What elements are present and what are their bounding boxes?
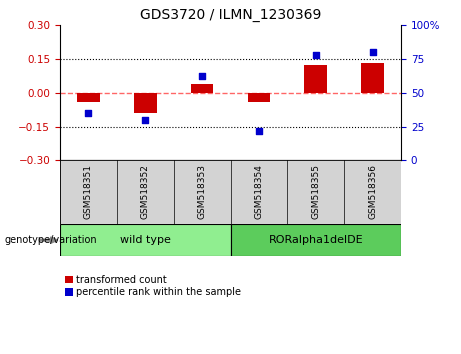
Text: GSM518351: GSM518351 bbox=[84, 164, 93, 219]
Point bbox=[312, 52, 319, 57]
Point bbox=[198, 74, 206, 79]
Bar bbox=[60, 224, 230, 256]
Bar bbox=[304, 65, 327, 93]
Text: GSM518356: GSM518356 bbox=[368, 164, 377, 219]
Bar bbox=[134, 93, 157, 113]
Text: GSM518352: GSM518352 bbox=[141, 164, 150, 218]
Title: GDS3720 / ILMN_1230369: GDS3720 / ILMN_1230369 bbox=[140, 8, 321, 22]
Bar bbox=[191, 84, 213, 93]
Bar bbox=[230, 224, 401, 256]
Point bbox=[369, 49, 376, 55]
Bar bbox=[77, 93, 100, 102]
Point bbox=[85, 110, 92, 116]
Text: RORalpha1delDE: RORalpha1delDE bbox=[268, 235, 363, 245]
Point bbox=[142, 117, 149, 122]
Legend: transformed count, percentile rank within the sample: transformed count, percentile rank withi… bbox=[65, 275, 242, 297]
Text: GSM518354: GSM518354 bbox=[254, 164, 263, 218]
Point bbox=[255, 128, 263, 133]
Bar bbox=[361, 63, 384, 93]
Text: GSM518353: GSM518353 bbox=[198, 164, 207, 219]
Text: wild type: wild type bbox=[120, 235, 171, 245]
Bar bbox=[248, 93, 270, 102]
Text: genotype/variation: genotype/variation bbox=[5, 235, 97, 245]
Text: GSM518355: GSM518355 bbox=[311, 164, 320, 219]
